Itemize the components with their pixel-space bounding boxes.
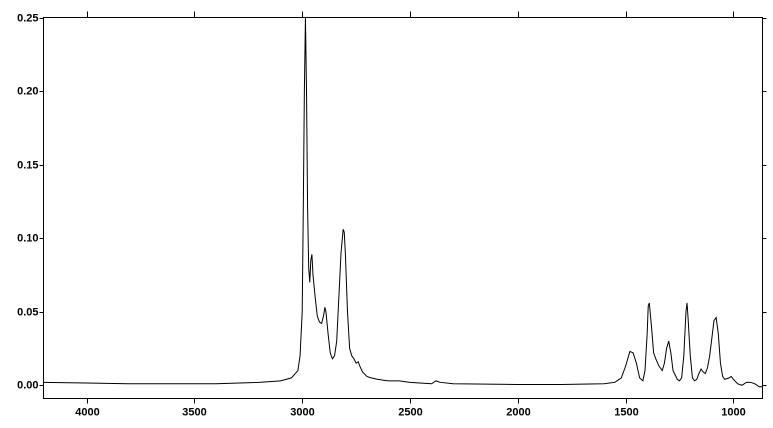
x-tick-label: 2500: [398, 406, 422, 418]
y-tick-label: 0.00: [17, 379, 38, 391]
y-tick-label: 0.15: [17, 159, 38, 171]
y-tick-label: 0.20: [17, 85, 38, 97]
x-tick-label: 4000: [75, 406, 99, 418]
spectrum-line: [43, 17, 763, 388]
y-tick-label: 0.25: [17, 12, 38, 24]
y-tick-label: 0.10: [17, 232, 38, 244]
x-tick-label: 1000: [721, 406, 745, 418]
x-tick-label: 3000: [290, 406, 314, 418]
y-tick-label: 0.05: [17, 306, 38, 318]
x-tick-label: 3500: [182, 406, 206, 418]
x-tick-label: 2000: [506, 406, 530, 418]
plot-frame: [43, 17, 763, 399]
x-tick-label: 1500: [614, 406, 638, 418]
